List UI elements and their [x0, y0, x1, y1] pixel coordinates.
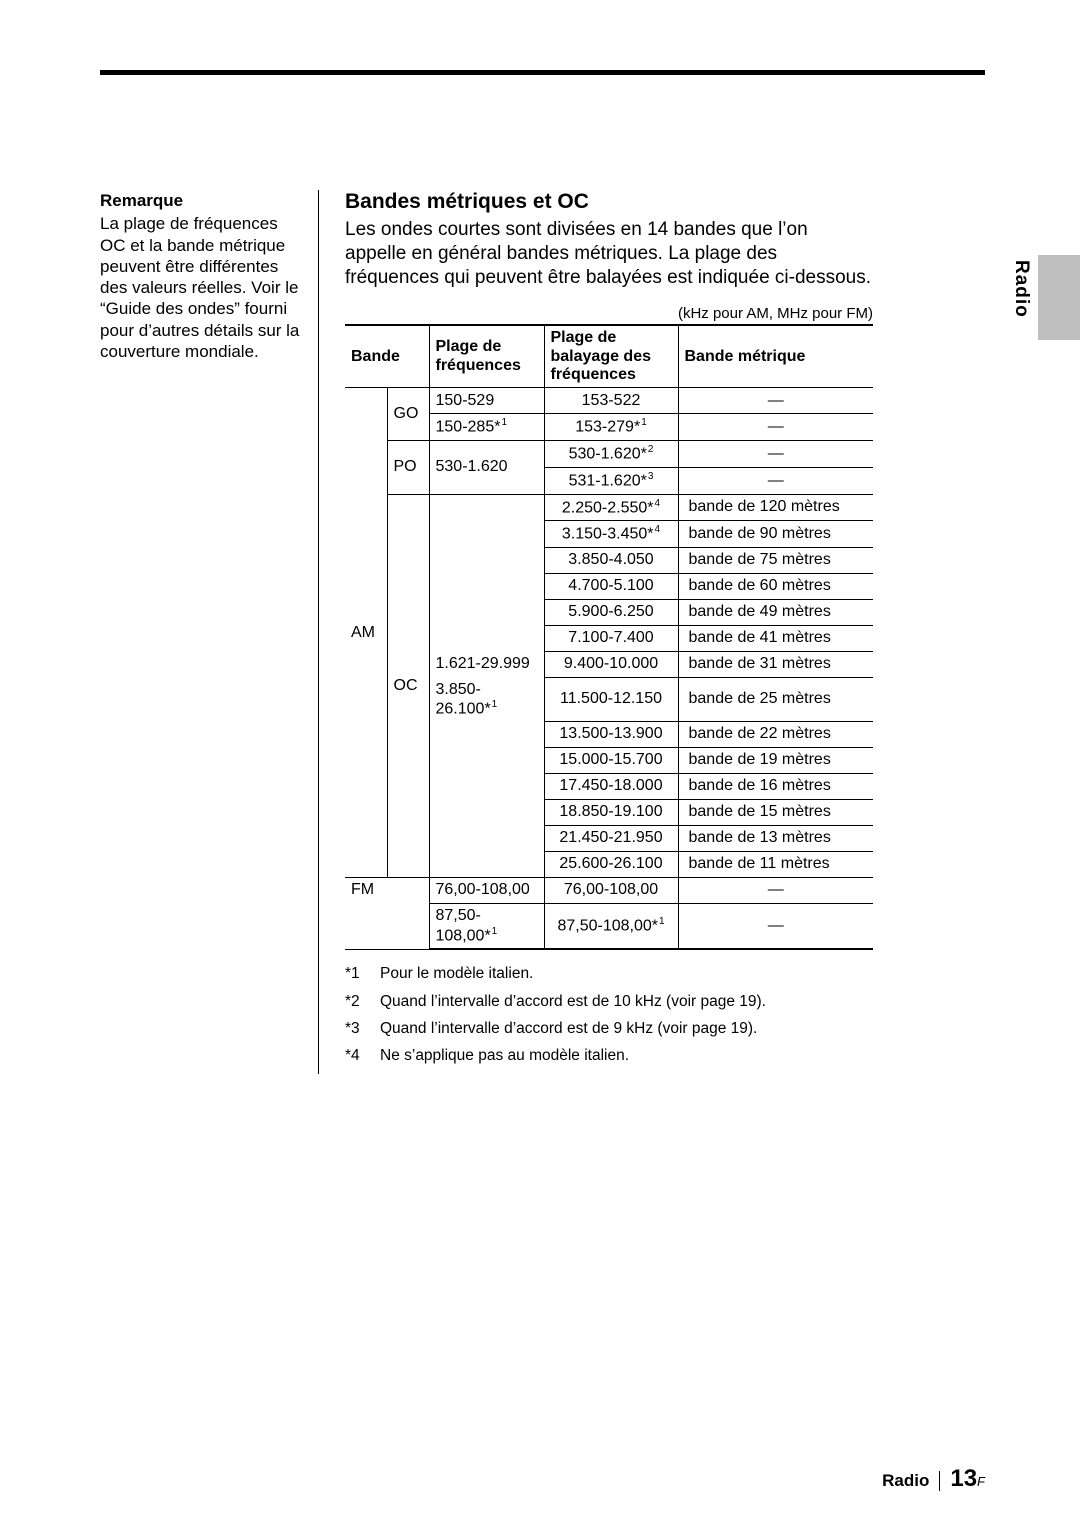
col-plage-bal: Plage de balayage des fréquences — [544, 325, 678, 388]
cell: 530-1.620 — [429, 441, 544, 494]
cell: 153-279*1 — [544, 414, 678, 441]
cell: — — [678, 904, 873, 950]
cell: bande de 16 mètres — [678, 774, 873, 800]
col-metrique: Bande métrique — [678, 325, 873, 388]
cell: 5.900-6.250 — [544, 600, 678, 626]
po-label: PO — [387, 441, 429, 494]
main-column: Bandes métriques et OC Les ondes courtes… — [318, 190, 873, 1074]
cell: 76,00-108,00 — [544, 878, 678, 904]
footnote-text: Pour le modèle italien. — [380, 964, 533, 983]
section-title: Bandes métriques et OC — [345, 190, 873, 214]
footnote: *1 Pour le modèle italien. — [345, 964, 873, 983]
cell: bande de 13 mètres — [678, 826, 873, 852]
cell: 7.100-7.400 — [544, 626, 678, 652]
cell: bande de 75 mètres — [678, 548, 873, 574]
cell: bande de 22 mètres — [678, 722, 873, 748]
cell: 153-522 — [544, 388, 678, 414]
cell: bande de 11 mètres — [678, 852, 873, 878]
footnote: *2 Quand l’intervalle d’accord est de 10… — [345, 992, 873, 1011]
cell: bande de 25 mètres — [678, 678, 873, 722]
cell: 9.400-10.000 — [544, 652, 678, 678]
footnote: *4 Ne s’applique pas au modèle italien. — [345, 1046, 873, 1065]
cell: 1.621-29.999 — [429, 652, 544, 678]
cell: — — [678, 878, 873, 904]
cell: bande de 49 mètres — [678, 600, 873, 626]
cell: 150-285*1 — [429, 414, 544, 441]
cell — [429, 494, 544, 651]
cell: 17.450-18.000 — [544, 774, 678, 800]
footnote-text: Ne s’applique pas au modèle italien. — [380, 1046, 629, 1065]
cell: 18.850-19.100 — [544, 800, 678, 826]
footer-section: Radio — [882, 1471, 940, 1491]
cell: 25.600-26.100 — [544, 852, 678, 878]
footnote-text: Quand l’intervalle d’accord est de 9 kHz… — [380, 1019, 757, 1038]
col-plage-freq: Plage de fréquences — [429, 325, 544, 388]
cell: bande de 15 mètres — [678, 800, 873, 826]
footnote-key: *1 — [345, 964, 380, 983]
remarque-title: Remarque — [100, 190, 305, 211]
cell: 11.500-12.150 — [544, 678, 678, 722]
cell: 15.000-15.700 — [544, 748, 678, 774]
footnote-key: *4 — [345, 1046, 380, 1065]
cell: 3.150-3.450*4 — [544, 521, 678, 548]
table-header-row: Bande Plage de fréquences Plage de balay… — [345, 325, 873, 388]
cell: 13.500-13.900 — [544, 722, 678, 748]
frequency-table: Bande Plage de fréquences Plage de balay… — [345, 324, 873, 950]
cell: — — [678, 388, 873, 414]
side-tab-label: Radio — [1010, 260, 1032, 318]
go-label: GO — [387, 388, 429, 441]
footnote-key: *2 — [345, 992, 380, 1011]
cell: bande de 60 mètres — [678, 574, 873, 600]
cell: — — [678, 414, 873, 441]
cell: 150-529 — [429, 388, 544, 414]
col-bande: Bande — [345, 325, 429, 388]
cell: 76,00-108,00 — [429, 878, 544, 904]
side-tab — [1038, 255, 1080, 340]
cell: bande de 90 mètres — [678, 521, 873, 548]
cell: bande de 41 mètres — [678, 626, 873, 652]
cell: bande de 31 mètres — [678, 652, 873, 678]
cell: bande de 120 mètres — [678, 494, 873, 521]
table-row: OC 2.250-2.550*4 bande de 120 mètres — [345, 494, 873, 521]
cell: 3.850-26.100*1 — [429, 678, 544, 722]
remarque-block: Remarque La plage de fréquences OC et la… — [100, 190, 305, 362]
cell: — — [678, 441, 873, 468]
cell: bande de 19 mètres — [678, 748, 873, 774]
page-footer: Radio 13 F — [882, 1465, 985, 1493]
cell: 87,50-108,00*1 — [544, 904, 678, 950]
footnote: *3 Quand l’intervalle d’accord est de 9 … — [345, 1019, 873, 1038]
cell: 2.250-2.550*4 — [544, 494, 678, 521]
footnote-text: Quand l’intervalle d’accord est de 10 kH… — [380, 992, 766, 1011]
cell: 530-1.620*2 — [544, 441, 678, 468]
cell — [429, 722, 544, 878]
cell: 3.850-4.050 — [544, 548, 678, 574]
unit-note: (kHz pour AM, MHz pour FM) — [345, 305, 873, 322]
top-rule — [100, 70, 985, 75]
table-row: FM 76,00-108,00 76,00-108,00 — — [345, 878, 873, 904]
fm-label: FM — [345, 878, 429, 950]
table-row: PO 530-1.620 530-1.620*2 — — [345, 441, 873, 468]
footer-page-number: 13 — [950, 1465, 977, 1493]
intro-text: Les ondes courtes sont divisées en 14 ba… — [345, 218, 873, 289]
cell: 531-1.620*3 — [544, 467, 678, 494]
cell: 87,50-108,00*1 — [429, 904, 544, 950]
remarque-body: La plage de fréquences OC et la bande mé… — [100, 213, 305, 362]
cell: 21.450-21.950 — [544, 826, 678, 852]
cell: — — [678, 467, 873, 494]
footer-suffix: F — [977, 1474, 985, 1489]
footnote-key: *3 — [345, 1019, 380, 1038]
am-label: AM — [345, 388, 387, 878]
oc-label: OC — [387, 494, 429, 878]
cell: 4.700-5.100 — [544, 574, 678, 600]
footnotes: *1 Pour le modèle italien. *2 Quand l’in… — [345, 964, 873, 1066]
table-row: AM GO 150-529 153-522 — — [345, 388, 873, 414]
